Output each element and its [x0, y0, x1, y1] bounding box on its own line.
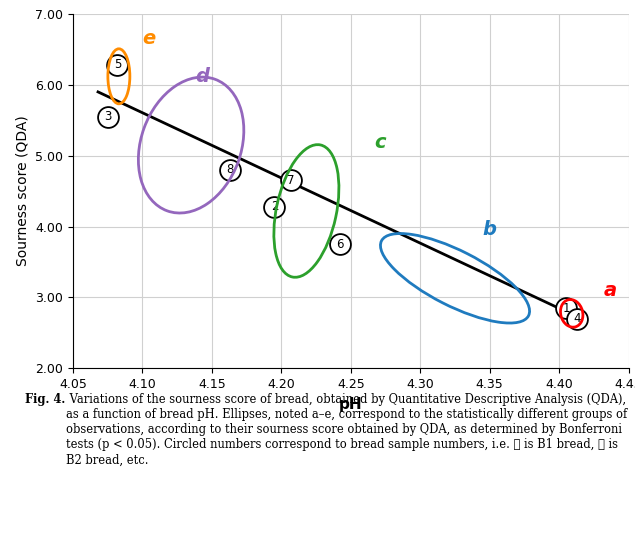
- Text: 3: 3: [104, 110, 111, 123]
- Text: 4: 4: [573, 312, 581, 325]
- Text: e: e: [142, 29, 156, 48]
- Text: 2: 2: [271, 200, 278, 213]
- Text: b: b: [483, 220, 497, 239]
- Text: Variations of the sourness score of bread, obtained by Quantitative Descriptive : Variations of the sourness score of brea…: [65, 393, 627, 466]
- Text: 5: 5: [114, 59, 121, 71]
- Text: a: a: [604, 281, 617, 300]
- Text: 6: 6: [336, 238, 344, 251]
- Text: d: d: [195, 67, 210, 86]
- Y-axis label: Sourness score (QDA): Sourness score (QDA): [16, 116, 30, 267]
- Text: Fig. 4.: Fig. 4.: [25, 393, 65, 406]
- Text: 8: 8: [226, 163, 234, 176]
- Text: c: c: [375, 133, 386, 152]
- Text: 7: 7: [288, 174, 295, 187]
- X-axis label: pH: pH: [339, 397, 363, 412]
- Text: 1: 1: [563, 301, 570, 315]
